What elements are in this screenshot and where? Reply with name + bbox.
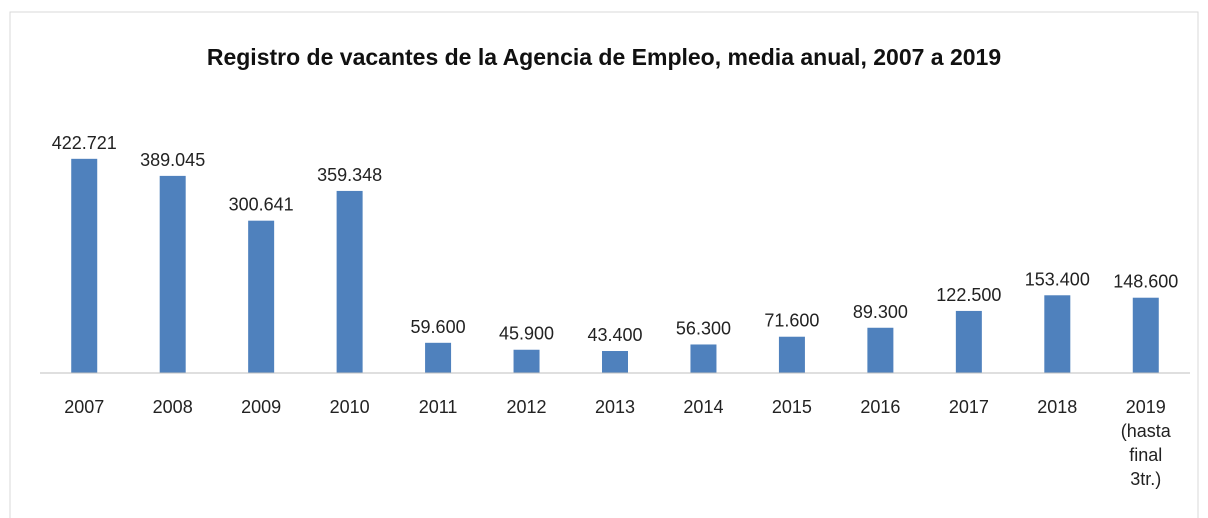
bar — [425, 342, 452, 373]
data-label: 71.600 — [764, 311, 819, 331]
bar — [955, 310, 982, 373]
x-tick-label: 2012 — [506, 397, 547, 417]
x-tick-label: 2008 — [152, 397, 193, 417]
bar — [159, 175, 186, 373]
data-label: 56.300 — [676, 318, 731, 338]
bar — [778, 336, 805, 373]
x-tick-box: 2013 — [594, 397, 636, 417]
x-tick-box: 2015 — [771, 397, 812, 417]
bar — [71, 158, 98, 373]
x-tick-box: 2019 (hasta final 3tr.) — [1120, 397, 1171, 489]
x-tick-box: 2016 — [860, 397, 901, 417]
data-label: 153.400 — [1025, 269, 1090, 289]
x-tick-label: 2018 — [1037, 397, 1078, 417]
data-label: 122.500 — [936, 285, 1001, 305]
x-tick-box: 2007 — [64, 397, 105, 417]
bar — [602, 351, 628, 373]
x-tick-label: 2010 — [329, 397, 370, 417]
bar — [1132, 297, 1159, 373]
x-tick-box: 2018 — [1037, 397, 1078, 417]
x-tick-box: 2009 — [241, 397, 282, 417]
x-tick-box: 2011 — [418, 397, 458, 417]
x-tick-label: 2014 — [683, 397, 724, 417]
data-label: 59.600 — [411, 317, 466, 337]
data-label: 43.400 — [587, 325, 642, 345]
x-tick-box: 2012 — [506, 397, 547, 417]
title-box: Registro de vacantes de la Agencia de Em… — [206, 44, 1002, 70]
x-tick-label: 2007 — [64, 397, 105, 417]
bar — [867, 327, 894, 373]
x-tick-box: 2010 — [329, 397, 370, 417]
x-tick-box: 2008 — [152, 397, 193, 417]
data-label: 45.900 — [499, 324, 554, 344]
chart-frame — [9, 11, 1199, 518]
bar — [513, 349, 540, 373]
data-label: 389.045 — [140, 150, 205, 170]
data-label: 300.641 — [229, 195, 294, 215]
data-label: 359.348 — [317, 165, 382, 185]
bar — [336, 190, 363, 373]
x-tick-box: 2017 — [948, 397, 989, 417]
x-tick-label: 2017 — [948, 397, 989, 417]
x-tick-box: 2014 — [683, 397, 724, 417]
data-label: 422.721 — [52, 133, 117, 153]
chart-title: Registro de vacantes de la Agencia de Em… — [206, 44, 1002, 70]
x-tick-label: 2016 — [860, 397, 901, 417]
x-tick-label: 2013 — [594, 397, 636, 417]
x-tick-label: 2019 (hasta final 3tr.) — [1120, 397, 1171, 489]
bar — [1044, 295, 1071, 373]
x-tick-label: 2015 — [771, 397, 812, 417]
x-tick-label: 2011 — [418, 397, 458, 417]
bar — [690, 344, 717, 373]
data-label: 89.300 — [853, 302, 908, 322]
data-label: 148.600 — [1113, 272, 1178, 292]
bar — [248, 220, 275, 373]
x-tick-label: 2009 — [241, 397, 282, 417]
